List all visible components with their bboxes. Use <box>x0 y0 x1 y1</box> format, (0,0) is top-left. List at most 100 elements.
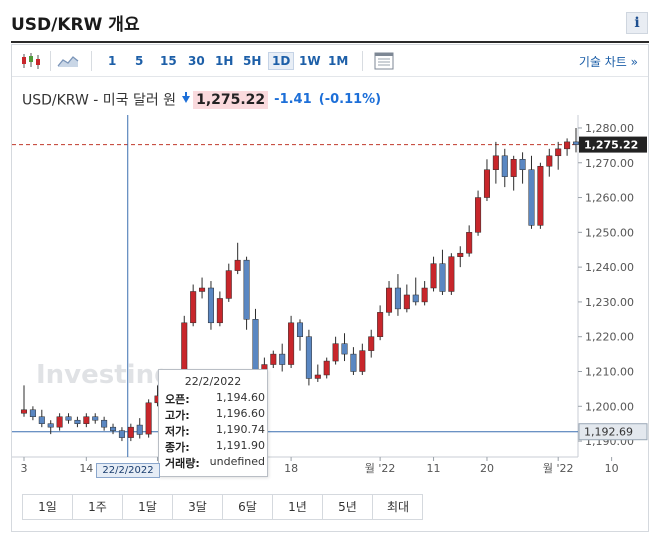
interval-1[interactable]: 1 <box>108 54 117 68</box>
price-change: -1.41 <box>274 92 312 107</box>
candle-body <box>519 159 526 170</box>
candle-body <box>537 165 544 226</box>
candlestick-icon[interactable] <box>20 51 42 71</box>
period-1y[interactable]: 1년 <box>273 495 323 519</box>
candle-body <box>341 343 348 355</box>
candle-body <box>110 426 117 431</box>
period-3m[interactable]: 3달 <box>173 495 223 519</box>
crosshair-date-label: 22/2/2022 <box>96 463 160 478</box>
candle-body <box>234 259 241 271</box>
candle-body <box>546 155 553 167</box>
candle-body <box>386 287 393 313</box>
toolbar-divider <box>50 51 51 71</box>
candle-body <box>448 256 455 292</box>
tooltip-label: 고가: <box>165 409 190 422</box>
candle-body <box>555 148 562 157</box>
candle-body <box>92 416 99 421</box>
y-tick-label: 1,220.00 <box>585 331 634 344</box>
interval-5h[interactable]: 5H <box>243 54 262 68</box>
quote-summary: USD/KRW - 미국 달러 원 1,275.22 -1.41 (-0.11%) <box>22 89 381 111</box>
candle-body <box>216 298 223 324</box>
candle-body <box>403 294 410 310</box>
candle-body <box>29 409 36 417</box>
period-6m[interactable]: 6달 <box>223 495 273 519</box>
tooltip-row-low: 저가: 1,190.74 <box>165 423 265 438</box>
toolbar-divider <box>91 51 92 71</box>
interval-1d[interactable]: 1D <box>268 52 295 70</box>
period-selector: 1일 1주 1달 3달 6달 1년 5년 최대 <box>22 494 423 520</box>
candle-body <box>528 169 535 226</box>
candle-body <box>466 232 473 254</box>
candle-body <box>457 252 464 257</box>
price-change-percent: (-0.11%) <box>318 92 382 107</box>
period-5y[interactable]: 5년 <box>323 495 373 519</box>
investing-watermark: Investing <box>36 360 173 390</box>
tooltip-value: 1,191.90 <box>216 439 265 452</box>
x-tick-label: 18 <box>284 462 298 475</box>
currency-pair-name: USD/KRW - 미국 달러 원 <box>22 92 177 109</box>
interval-1h[interactable]: 1H <box>215 54 234 68</box>
area-chart-icon[interactable] <box>57 51 79 71</box>
interval-1w[interactable]: 1W <box>299 54 321 68</box>
toolbar-divider <box>362 51 363 71</box>
candle-body <box>492 155 499 170</box>
candle-body <box>243 259 250 320</box>
candle-body <box>145 402 152 435</box>
page-header: USD/KRW 개요 i <box>0 0 655 40</box>
x-tick-label: 10 <box>605 462 619 475</box>
info-icon[interactable]: i <box>626 12 648 34</box>
tooltip-value: undefined <box>209 455 265 468</box>
tooltip-row-open: 오픈: 1,194.60 <box>165 391 265 406</box>
interval-1m[interactable]: 1M <box>328 54 349 68</box>
candle-body <box>483 169 490 198</box>
price-chart[interactable]: 1,280.00 1,270.00 1,260.00 1,250.00 1,240.00… <box>12 115 648 481</box>
candle-body <box>332 343 339 362</box>
tooltip-row-close: 종가: 1,191.90 <box>165 439 265 454</box>
candle-body <box>127 426 134 438</box>
x-tick-label: 14 <box>79 462 93 475</box>
tooltip-value: 1,196.60 <box>216 407 265 420</box>
candle-body <box>47 423 54 428</box>
crosshair-price-tag <box>578 423 648 441</box>
candle-body <box>572 141 580 145</box>
y-tick-label: 1,280.00 <box>585 122 634 135</box>
candle-body <box>564 141 571 150</box>
interval-30[interactable]: 30 <box>188 54 205 68</box>
y-tick-label: 1,230.00 <box>585 296 634 309</box>
last-price-tag-label: 1,275.22 <box>584 139 638 152</box>
period-1m[interactable]: 1달 <box>123 495 173 519</box>
candle-body <box>83 416 90 424</box>
tooltip-row-high: 고가: 1,196.60 <box>165 407 265 422</box>
last-price: 1,275.22 <box>193 90 269 109</box>
candle-body <box>359 350 366 372</box>
candle-body <box>20 409 28 414</box>
period-1d[interactable]: 1일 <box>23 495 73 519</box>
candle-body <box>368 336 375 351</box>
candle-body <box>207 287 214 324</box>
candle-body <box>199 287 206 292</box>
y-tick-label: 1,260.00 <box>585 192 634 205</box>
candle-body <box>475 197 482 233</box>
candle-body <box>377 312 384 337</box>
ohlc-tooltip: 22/2/2022 오픈: 1,194.60 고가: 1,196.60 저가: … <box>158 369 268 477</box>
candle-body <box>225 270 232 299</box>
chart-toolbar: 1 5 15 30 1H 5H 1D 1W 1M 기술 차트 » <box>12 45 648 77</box>
interval-5[interactable]: 5 <box>135 54 144 68</box>
candle-body <box>296 322 304 337</box>
period-max[interactable]: 최대 <box>386 500 410 514</box>
layout-icon[interactable] <box>373 51 395 71</box>
technical-chart-link[interactable]: 기술 차트 » <box>578 55 638 69</box>
y-tick-label: 1,250.00 <box>585 226 634 239</box>
candle-body <box>501 155 508 177</box>
arrow-down-icon <box>182 92 191 103</box>
y-tick-label: 1,210.00 <box>585 366 634 379</box>
crosshair-price-label: 1,192.69 <box>584 426 633 439</box>
candle-body <box>101 419 108 428</box>
tooltip-label: 저가: <box>165 425 190 438</box>
candle-body <box>65 416 72 421</box>
interval-15[interactable]: 15 <box>160 54 177 68</box>
candlestick-chart[interactable]: 1,280.00 1,270.00 1,260.00 1,250.00 1,240.00… <box>12 115 648 481</box>
period-1w[interactable]: 1주 <box>73 495 123 519</box>
candle-body <box>190 291 197 324</box>
x-tick-label: 20 <box>480 462 494 475</box>
